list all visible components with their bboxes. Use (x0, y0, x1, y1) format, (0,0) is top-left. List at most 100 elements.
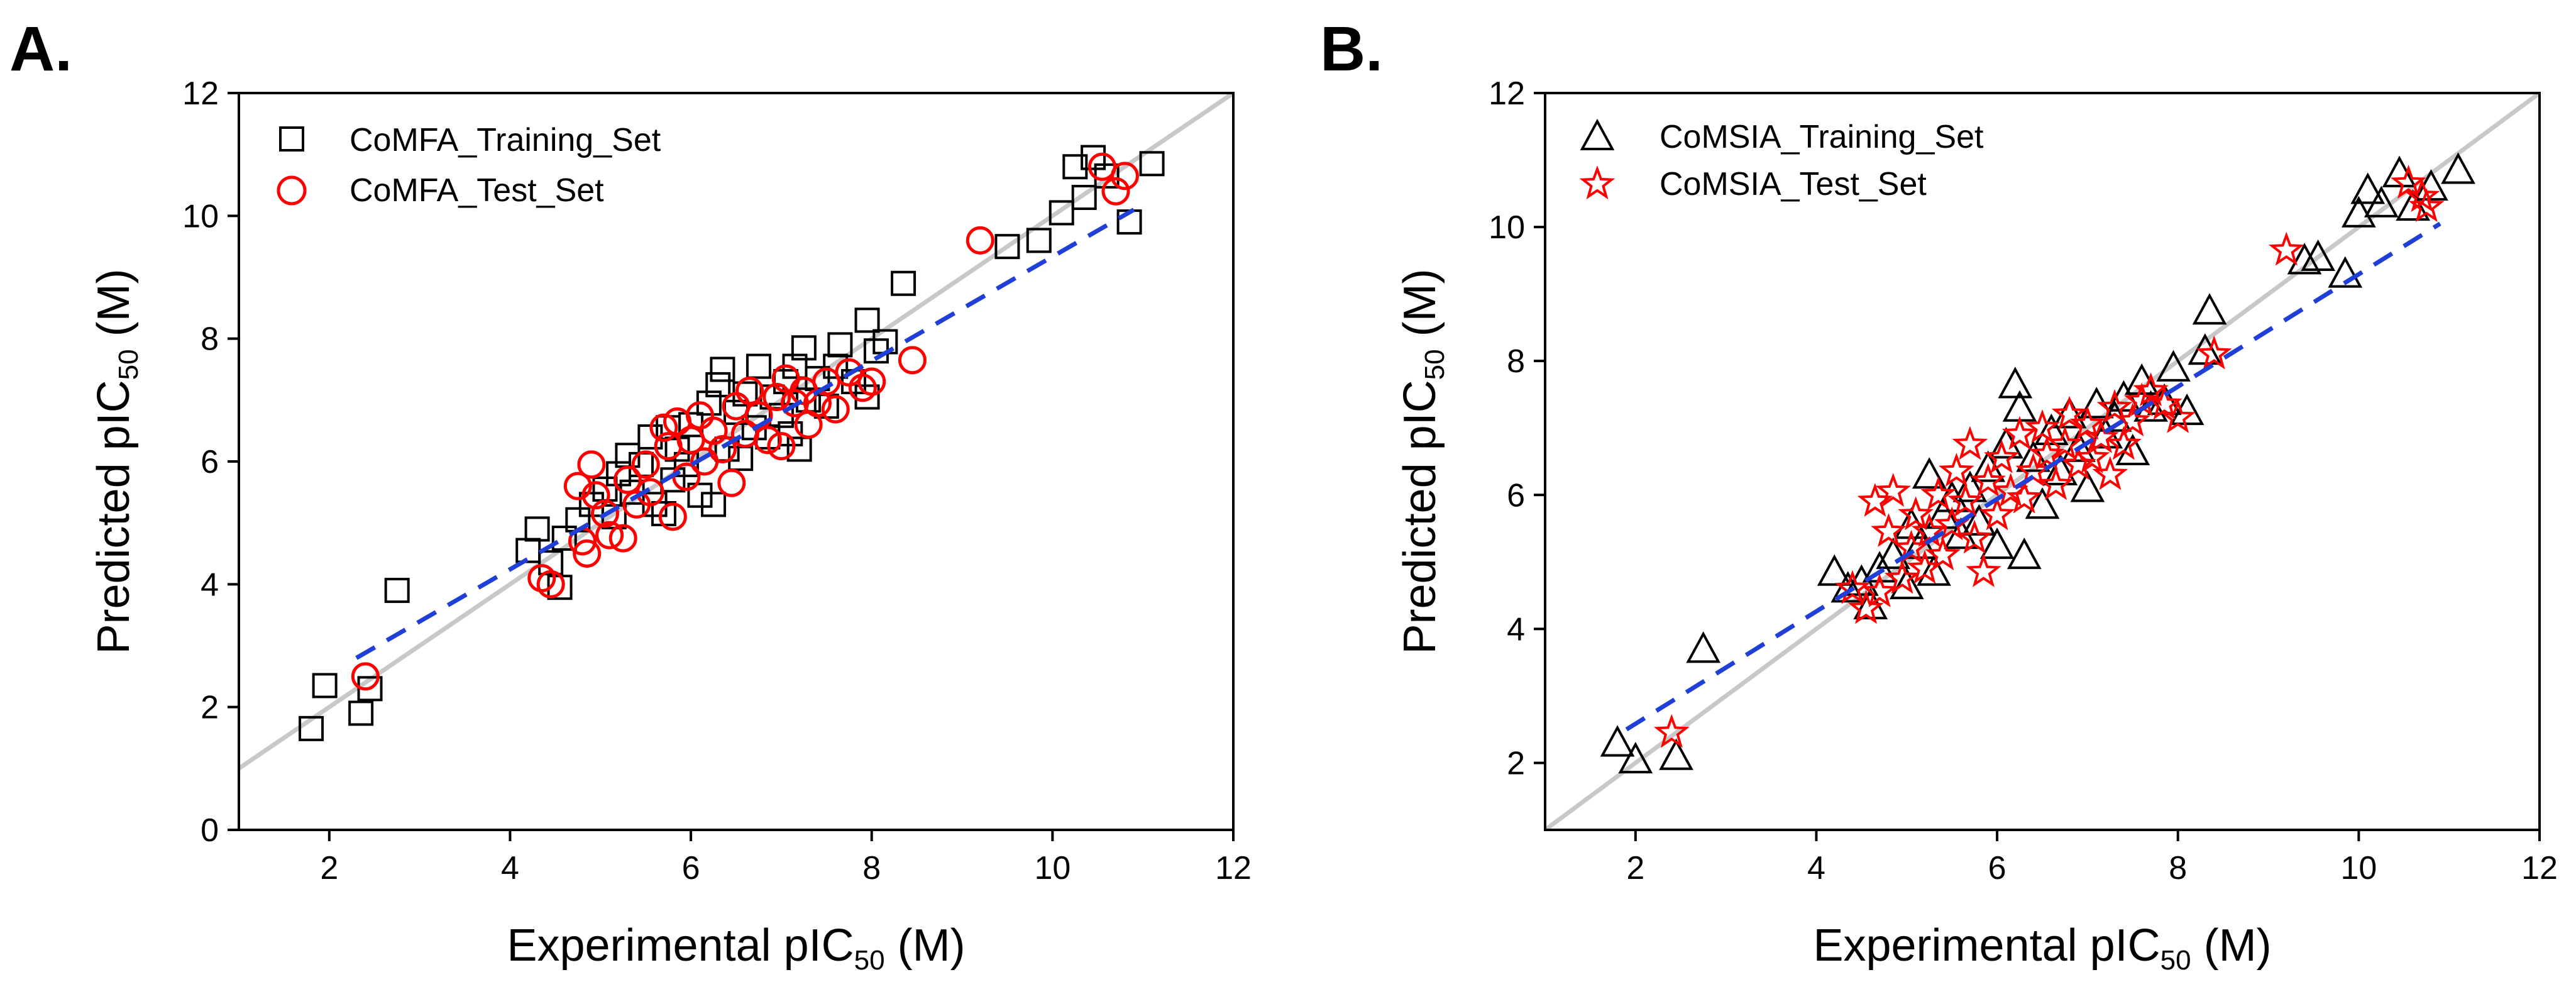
chart-b-xtick-label: 2 (1626, 850, 1644, 886)
chart-b-series-0-point (2364, 185, 2399, 218)
chart-b-ticks: 2 4 6 8 10 12 2 4 6 8 10 12 (1489, 75, 2558, 886)
chart-b-series-1-point (2133, 372, 2169, 407)
chart-b-series-0-point (2115, 433, 2150, 466)
chart-b-series-1-point (2391, 165, 2426, 199)
chart-a-series-0-point (827, 332, 853, 358)
chart-a-series-0-point (854, 307, 880, 333)
chart-a-ytick-label: 4 (201, 566, 219, 603)
chart-b-series-0-point (1876, 537, 1911, 570)
chart-a-series-1-point (563, 472, 592, 500)
chart-b-series-1-point (1979, 496, 2015, 531)
chart-b-series-1-point (2269, 231, 2304, 266)
chart-b-series-1-point (2051, 395, 2088, 430)
chart-b-series-1-point (2083, 419, 2119, 453)
chart-a-series-1-point (595, 521, 624, 549)
chart-b-ylabel: Predicted pIC50 (M) (1395, 268, 1450, 654)
chart-a-series-0-point (710, 356, 735, 382)
chart-b-xtick-label: 6 (1988, 850, 2006, 886)
chart-b-series-1-point (2160, 399, 2196, 433)
chart-b-series-0-point (1889, 567, 1924, 600)
chart-b-series-1-point (2074, 439, 2110, 473)
chart-b-series-0-point (2052, 397, 2087, 429)
chart-b-series-0-point (1952, 470, 1988, 502)
chart-b-series-0-point (1917, 554, 1951, 586)
chart-a-series-1-point (1101, 177, 1130, 206)
chart-b-series-1-point (2006, 479, 2042, 514)
chart-b-series-1-point (2061, 446, 2096, 480)
chart-a-ytick-label: 10 (182, 198, 219, 235)
chart-a-series-1-point (966, 226, 994, 255)
chart-b-series-0-point (2441, 152, 2475, 184)
chart-b-series-1-point (1956, 519, 1993, 554)
chart-a-series-0-point (701, 492, 727, 517)
chart-a-xlabel: Experimental pIC50 (M) (507, 920, 965, 976)
chart-a-series-0-point (524, 516, 550, 542)
chart-b-series-0-point (2301, 239, 2336, 272)
chart-a-series-0-point (891, 270, 916, 296)
chart-b-series-1-point (1938, 453, 1974, 487)
chart-a-series-0-point (515, 538, 541, 563)
chart-b-series-1-point (1861, 573, 1898, 607)
chart-a-series-1-point (767, 432, 796, 461)
chart-a-series-0-point (746, 353, 771, 379)
chart-a-series-1-point (613, 465, 642, 494)
chart-a-ticks: 2 4 6 8 10 12 0 2 4 6 8 10 12 (182, 75, 1252, 886)
chart-b-xtick-label: 4 (1807, 850, 1825, 886)
chart-a-fit-line (355, 207, 1135, 660)
legend-a-circle-icon (277, 175, 307, 206)
chart-b-ytick-label: 4 (1507, 611, 1525, 648)
chart-b-series-1-point (1966, 553, 2001, 587)
chart-a-xtick-label: 10 (1034, 850, 1071, 886)
chart-b-series-1-point (2001, 416, 2038, 450)
chart-b-xtick-label: 12 (2521, 850, 2558, 886)
chart-b-series-1-point (1654, 714, 1690, 748)
chart-a-series-0-point (786, 436, 812, 462)
legend-b-star-icon (1579, 165, 1616, 200)
chart-a-series-0-point (384, 578, 410, 604)
chart-a-xtick-label: 8 (862, 850, 881, 886)
chart-b-series-1-point (2146, 385, 2182, 420)
chart-b-frame (1544, 92, 2541, 831)
chart-b-series-0-point (2350, 172, 2386, 204)
chart-a-xtick-label: 6 (682, 850, 700, 886)
legend-a-training-label: CoMFA_Training_Set (350, 122, 661, 158)
chart-b-series-1-point (1848, 590, 1884, 624)
chart-b-series-1-point (2115, 402, 2151, 437)
chart-b-ytick-label: 10 (1489, 209, 1525, 246)
chart-a-series-1-point (898, 346, 927, 375)
chart-b-series-0-point (2034, 413, 2069, 446)
chart-b-series-1-point (2408, 188, 2445, 223)
chart-b-series-0-point (1830, 571, 1866, 603)
chart-b-series-1-point (1925, 536, 1961, 571)
chart-b-series-0-point (2287, 243, 2322, 275)
chart-a-ylabel: Predicted pIC50 (M) (89, 268, 144, 654)
chart-a-series-1-point (649, 413, 678, 442)
chart-a-ytick-label: 0 (201, 812, 219, 849)
chart-a-series-1-point (631, 450, 660, 479)
chart-b-xlabel: Experimental pIC50 (M) (1813, 920, 2271, 976)
chart-b-series-1-point (1875, 473, 1912, 507)
chart-a-series-1-point (735, 377, 764, 406)
chart-b-series-1-point (1871, 513, 1907, 547)
chart-b-marks (1600, 152, 2475, 774)
chart-b-series-0-point (1659, 738, 1693, 770)
chart-a-series-1-point (848, 373, 877, 402)
chart-b-series-0-point (2006, 537, 2042, 570)
chart-b-series-1-point (1920, 476, 1956, 511)
chart-a-ytick-label: 6 (201, 444, 219, 480)
chart-b-series-1-point (1834, 570, 1871, 604)
chart-b-series-1-point (2404, 178, 2440, 212)
chart-a-series-0-point (312, 673, 338, 698)
chart-a-ytick-label: 12 (182, 75, 219, 112)
chart-b-series-1-point (1952, 426, 1988, 460)
chart-b-series-1-point (2196, 335, 2232, 370)
chart-a-series-1-point (608, 524, 637, 553)
legend-a-test-label: CoMFA_Test_Set (350, 172, 604, 209)
chart-b-series-1-point (1984, 439, 2020, 473)
chart-a-series-0-point (1062, 154, 1088, 180)
chart-b-series-0-point (1979, 527, 2015, 560)
chart-a-series-1-point (536, 570, 565, 599)
chart-a-identity-line (239, 93, 1233, 771)
chart-a-series-1-point (753, 426, 782, 455)
